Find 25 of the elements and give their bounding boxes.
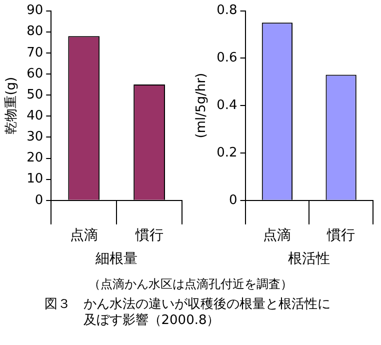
y-tick-label: 0.8	[216, 3, 238, 18]
y-tick-label: 40	[26, 108, 44, 124]
y-tick-label: 0.2	[216, 145, 238, 160]
y-axis-title: 乾物重(g)	[4, 76, 20, 134]
y-tick-label: 90	[26, 3, 44, 18]
y-tick-label: 80	[26, 24, 44, 40]
y-tick-label: 0	[34, 192, 44, 208]
y-tick-label: 0.6	[216, 50, 238, 66]
y-tick-label: 0	[228, 192, 238, 208]
y-tick-label: 60	[26, 66, 44, 82]
y-tick-label: 50	[26, 87, 44, 102]
y-tick-label: 30	[26, 130, 44, 145]
x-tick-label: 慣行	[326, 227, 356, 244]
x-tick-label: 点滴	[263, 227, 292, 244]
y-tick-label: 20	[26, 150, 44, 166]
y-tick-label: 0.4	[216, 98, 238, 113]
y-tick-label: 70	[26, 45, 44, 60]
x-axis-title: 根活性	[288, 251, 330, 268]
x-axis-title: 細根量	[94, 251, 138, 268]
text: （点滴かん水区は点滴孔付近を調査）	[88, 276, 294, 293]
x-tick-label: 慣行	[134, 227, 164, 244]
x-tick-label: 点滴	[70, 227, 98, 244]
caption: 図３ かん水法の違いが収穫後の根量と根活性に及ぼす影響（2000.8）	[44, 297, 332, 328]
y-axis-title: (ml/5g/hr)	[194, 72, 210, 138]
y-tick-label: 10	[26, 172, 44, 187]
